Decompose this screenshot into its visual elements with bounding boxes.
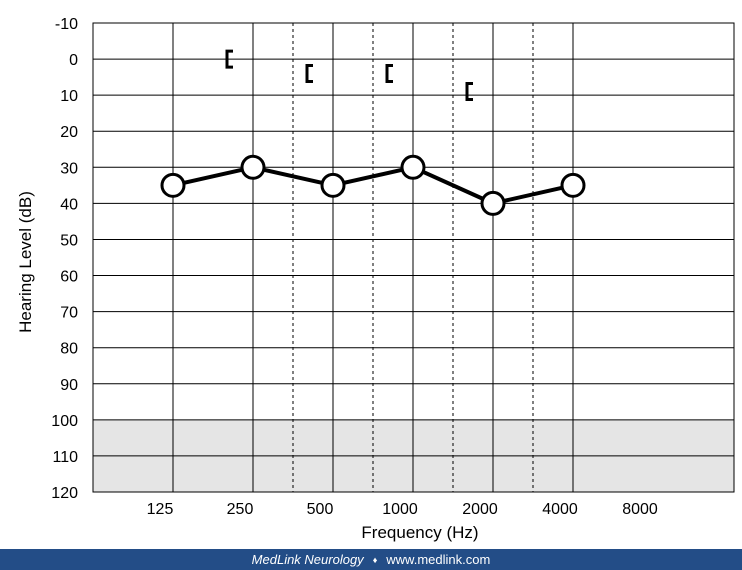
y-tick-label: 110 (52, 449, 78, 466)
y-tick-label: 100 (51, 413, 78, 430)
y-tick-label: 10 (60, 88, 78, 105)
data-point-circle (480, 190, 506, 216)
y-tick-label: -10 (55, 16, 78, 33)
diamond-separator-icon: ♦ (372, 554, 378, 565)
data-point-circle (560, 172, 586, 198)
x-tick-label: 1000 (382, 501, 418, 518)
y-tick-labels: -10 0 10 20 30 40 50 60 70 80 90 100 110 120 (51, 16, 78, 502)
y-tick-label: 50 (60, 232, 78, 249)
x-tick-label: 4000 (542, 501, 578, 518)
x-tick-label: 125 (147, 501, 174, 518)
audiogram-chart: -10 0 10 20 30 40 50 60 70 80 90 100 110 120 125 250 50… (16, 16, 735, 542)
footer-bar: MedLink Neurology ♦ www.medlink.com (0, 549, 742, 570)
data-point-circle (320, 172, 346, 198)
x-tick-label: 8000 (622, 501, 658, 518)
data-point-circle (400, 154, 426, 180)
data-point-bracket (305, 64, 313, 84)
data-point-circle (160, 172, 186, 198)
x-tick-label: 250 (227, 501, 254, 518)
footer-brand: MedLink Neurology (251, 552, 364, 567)
plot-frame (92, 22, 735, 493)
data-point-bracket (385, 64, 393, 84)
y-tick-label: 30 (60, 160, 78, 177)
y-tick-label: 70 (60, 305, 78, 322)
y-tick-label: 90 (60, 377, 78, 394)
y-tick-label: 20 (60, 124, 78, 141)
grid (92, 22, 735, 493)
data-point-circle (240, 154, 266, 180)
y-tick-label: 40 (60, 196, 78, 213)
x-tick-label: 500 (307, 501, 334, 518)
x-tick-label: 2000 (462, 501, 498, 518)
x-axis-label: Frequency (Hz) (361, 523, 478, 542)
y-axis-label: Hearing Level (dB) (16, 191, 35, 333)
data-series (160, 49, 586, 216)
data-point-bracket (225, 49, 233, 69)
x-tick-labels: 125 250 500 1000 2000 4000 8000 (147, 501, 658, 518)
y-tick-label: 0 (69, 52, 78, 69)
series-line (172, 165, 574, 206)
y-tick-label: 60 (60, 269, 78, 286)
footer-url: www.medlink.com (386, 552, 491, 567)
y-tick-label: 80 (60, 341, 78, 358)
y-tick-label: 120 (51, 485, 78, 502)
data-point-bracket (465, 82, 473, 102)
